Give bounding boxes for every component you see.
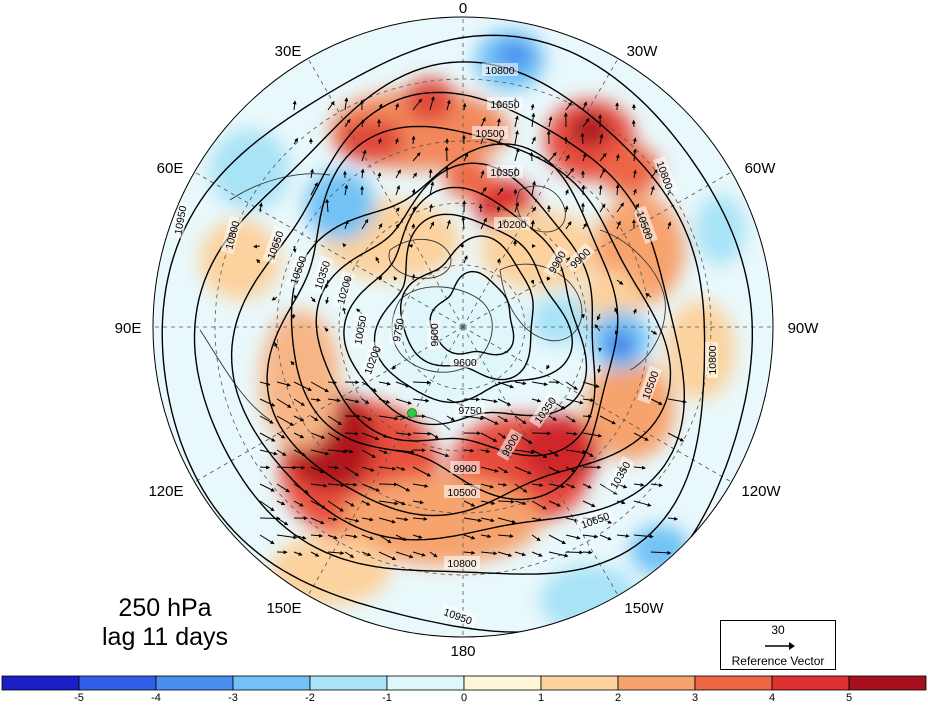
colorbar-tick-label: -1 <box>382 692 392 702</box>
lon-label-120e: 120E <box>148 483 183 500</box>
contour-label: 10350 <box>487 165 523 179</box>
lon-label-60e: 60E <box>157 160 184 177</box>
flux-vector <box>515 190 516 195</box>
colorbar-swatch <box>849 676 926 690</box>
flux-vector <box>583 416 591 417</box>
svg-text:10800: 10800 <box>447 558 476 570</box>
location-marker <box>408 409 417 418</box>
contour-label: 10800 <box>444 556 480 570</box>
contour-label: 10500 <box>472 126 508 140</box>
colorbar-tick-label: 5 <box>846 692 852 702</box>
lon-label-90e: 90E <box>115 320 142 337</box>
colorbar-swatch <box>387 676 464 690</box>
svg-text:10800: 10800 <box>707 345 719 374</box>
colorbar-swatch <box>79 676 156 690</box>
flux-vector <box>413 224 414 229</box>
colorbar-swatch <box>695 676 772 690</box>
svg-text:10500: 10500 <box>475 128 504 140</box>
colorbar-swatch <box>772 676 849 690</box>
lon-label-0: 0 <box>459 0 467 17</box>
colorbar-tick-label: -3 <box>228 692 238 702</box>
lon-label-150w: 150W <box>624 600 664 617</box>
lon-label-60w: 60W <box>745 160 777 177</box>
flux-vector <box>413 382 430 383</box>
contour-label: 10800 <box>705 342 719 378</box>
contour-label: 10200 <box>494 217 530 231</box>
contour-label: 10650 <box>487 97 523 111</box>
svg-text:9750: 9750 <box>458 405 482 417</box>
lon-label-120w: 120W <box>741 483 781 500</box>
colorbar-tick-label: 2 <box>615 692 621 702</box>
flux-vector <box>481 205 482 212</box>
colorbar-swatch <box>2 676 79 690</box>
svg-text:9600: 9600 <box>453 357 477 369</box>
flux-vector <box>460 245 464 246</box>
lon-label-90w: 90W <box>788 320 820 337</box>
flux-vector <box>328 382 336 383</box>
svg-text:10650: 10650 <box>490 99 519 111</box>
flux-vector <box>583 552 592 553</box>
svg-text:10200: 10200 <box>497 219 526 231</box>
colorbar: -5 -4 -3 -2 -1 0 1 2 3 4 5 <box>2 676 926 702</box>
lon-label-150e: 150E <box>266 600 301 617</box>
colorbar-tick-label: 3 <box>692 692 698 702</box>
colorbar-tick-label: -5 <box>74 692 84 702</box>
svg-text:9900: 9900 <box>453 463 477 475</box>
contour-label: 9750 <box>455 403 485 417</box>
contour-label: 9600 <box>427 320 441 350</box>
reference-vector-value: 30 <box>721 623 835 637</box>
colorbar-swatch <box>464 676 541 690</box>
lon-label-30w: 30W <box>627 43 659 60</box>
colorbar-tick-label: -4 <box>151 692 161 702</box>
contour-label: 10500 <box>444 485 480 499</box>
colorbar-tick-label: 4 <box>769 692 775 702</box>
contour-label: 9900 <box>450 461 480 475</box>
pressure-level-title: 250 hPa <box>70 594 260 622</box>
reference-arrow-icon <box>721 639 835 653</box>
lon-label-30e: 30E <box>275 43 302 60</box>
flux-vector <box>379 484 397 485</box>
svg-text:10800: 10800 <box>485 65 514 77</box>
colorbar-swatch <box>541 676 618 690</box>
svg-text:10500: 10500 <box>447 487 476 499</box>
colorbar-swatch <box>233 676 310 690</box>
colorbar-swatch <box>618 676 695 690</box>
contour-label: 9600 <box>450 355 480 369</box>
colorbar-tick-label: -2 <box>305 692 315 702</box>
lag-title: lag 11 days <box>70 623 260 651</box>
colorbar-swatch <box>310 676 387 690</box>
reference-vector-box: 30 Reference Vector <box>720 620 836 670</box>
contour-label: 10800 <box>482 63 518 77</box>
reference-vector-label: Reference Vector <box>721 654 835 668</box>
colorbar-tick-label: 0 <box>461 692 467 702</box>
flux-vector <box>532 433 550 434</box>
svg-text:10350: 10350 <box>490 167 519 179</box>
svg-text:9600: 9600 <box>429 323 441 347</box>
colorbar-swatch <box>156 676 233 690</box>
lon-label-180: 180 <box>450 643 475 660</box>
colorbar-tick-label: 1 <box>538 692 544 702</box>
flux-vector <box>582 134 583 144</box>
flux-vector <box>260 467 269 468</box>
flux-vector <box>464 399 479 400</box>
flux-vector <box>566 552 583 553</box>
